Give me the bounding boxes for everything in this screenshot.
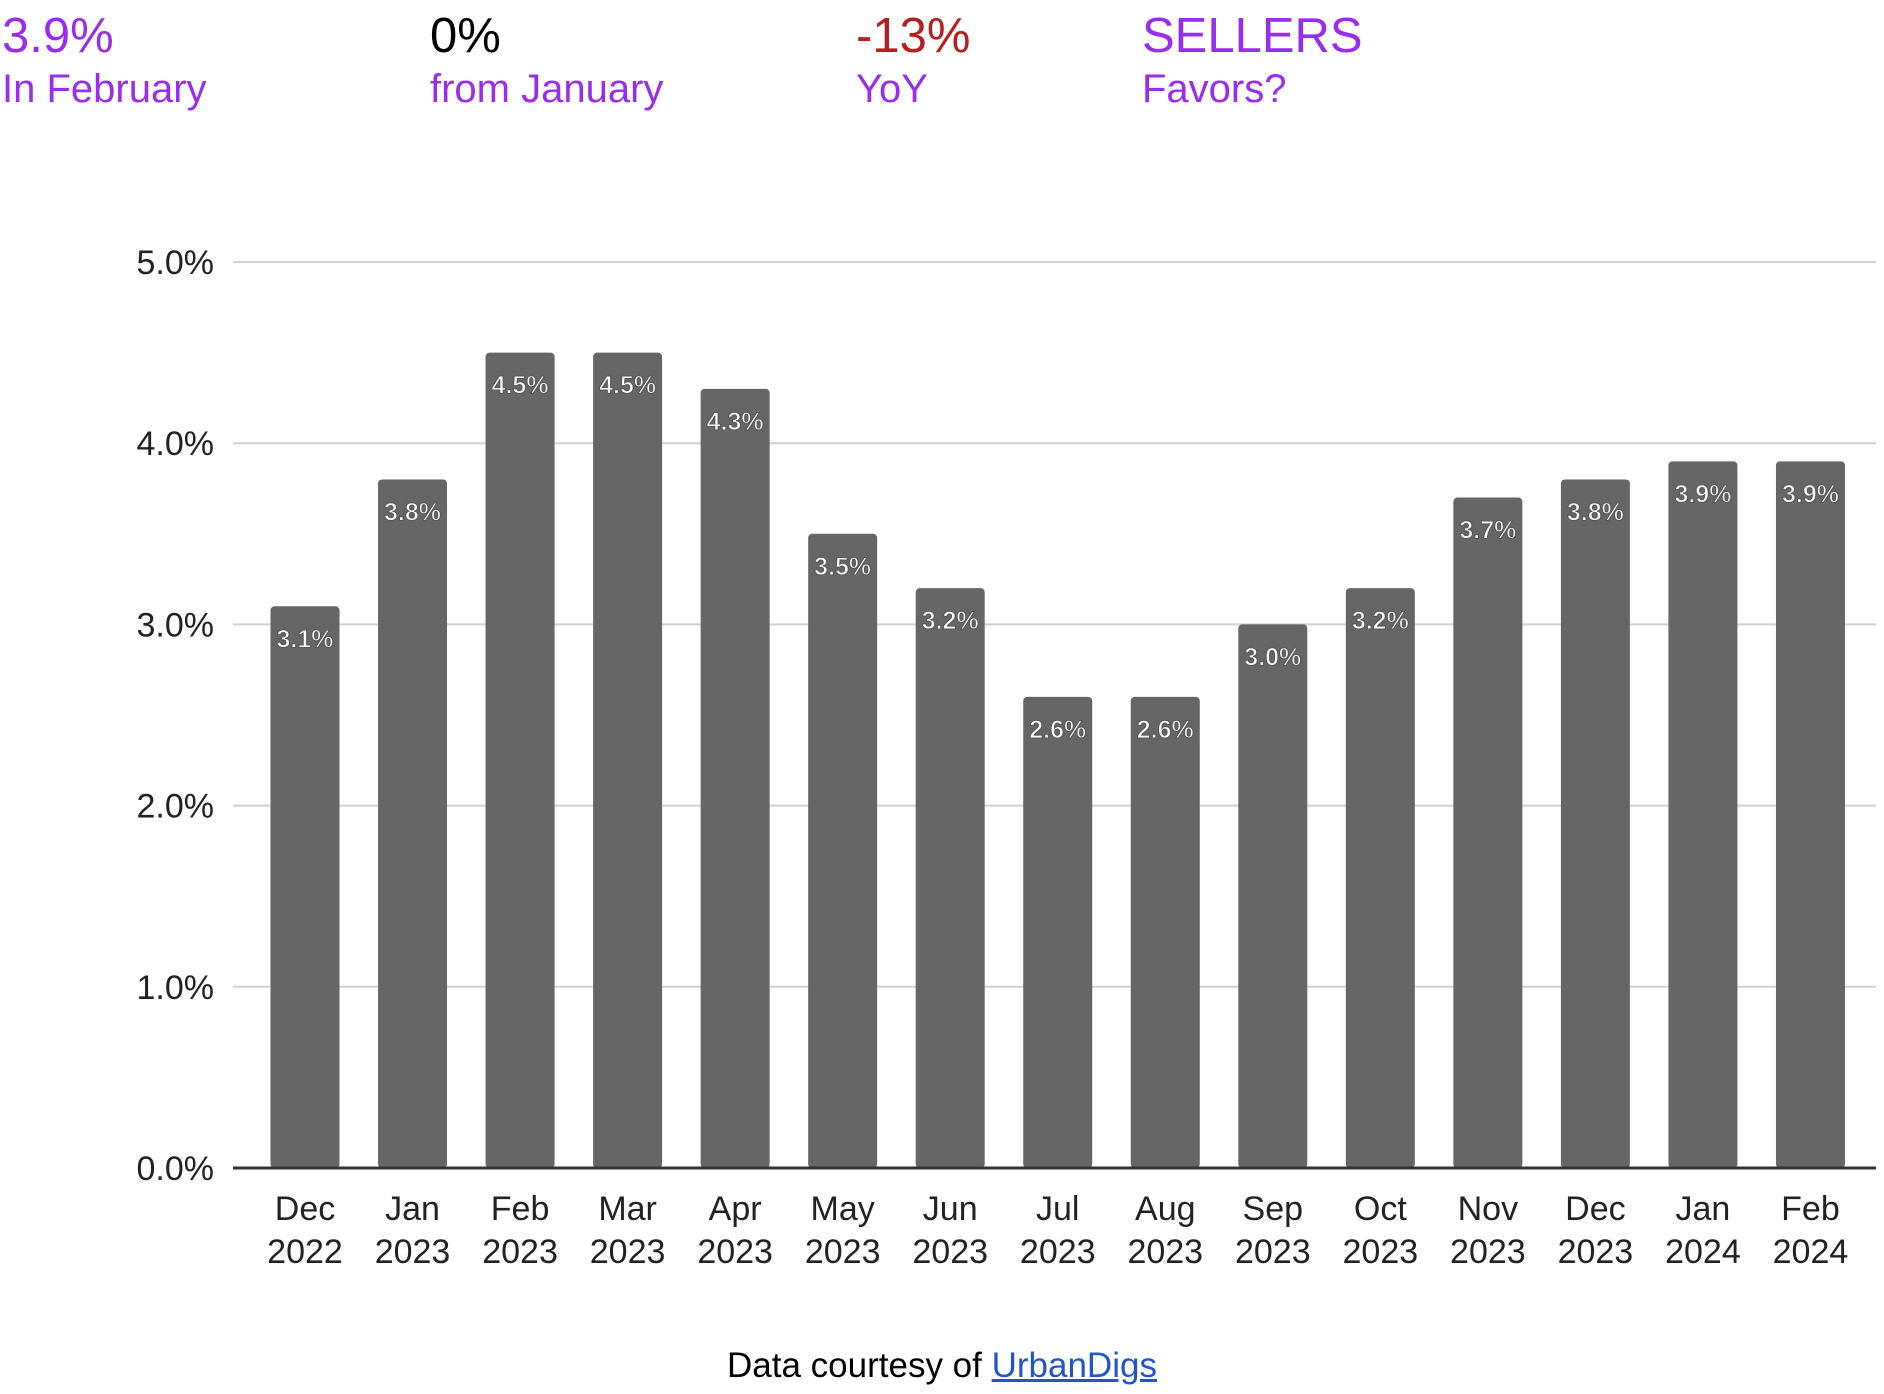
x-tick-month: Apr <box>709 1190 762 1228</box>
bar <box>1668 461 1738 1168</box>
x-tick-month: Sep <box>1243 1190 1304 1228</box>
x-tick-month: Nov <box>1458 1190 1518 1228</box>
x-tick-year: 2023 <box>912 1233 988 1271</box>
stat-month-over-month: 0% from January <box>430 8 663 114</box>
y-tick-label: 1.0% <box>137 969 215 1007</box>
data-label: 3.0% <box>1244 643 1301 671</box>
stat-monthly-value: 3.9% In February <box>2 8 207 114</box>
x-tick-month: Feb <box>1781 1190 1840 1228</box>
data-label: 2.6% <box>1029 716 1086 744</box>
y-tick-label: 3.0% <box>137 606 215 644</box>
x-tick-year: 2023 <box>1235 1233 1311 1271</box>
x-tick-month: Jan <box>1676 1190 1731 1228</box>
bar <box>593 352 663 1169</box>
stat-year-over-year: -13% YoY <box>856 8 970 114</box>
data-label: 3.9% <box>1782 480 1839 508</box>
x-tick-year: 2023 <box>590 1233 666 1271</box>
y-tick-label: 4.0% <box>137 425 215 463</box>
x-tick-month: Jul <box>1036 1190 1079 1228</box>
bar <box>1345 588 1415 1168</box>
stat-label: Favors? <box>1142 67 1287 111</box>
data-label: 3.8% <box>384 498 441 526</box>
x-tick-year: 2023 <box>1558 1233 1634 1271</box>
x-tick-year: 2024 <box>1773 1233 1849 1271</box>
x-tick-month: Jun <box>923 1190 978 1228</box>
urbandigs-link[interactable]: UrbanDigs <box>991 1346 1157 1385</box>
y-axis-ticks: 0.0% 1.0% 2.0% 3.0% 4.0% 5.0% <box>137 244 215 1188</box>
footer-credit: Data courtesy of UrbanDigs <box>0 1346 1884 1386</box>
bar <box>1560 479 1630 1168</box>
stat-value: 0% <box>430 9 501 63</box>
bar <box>1238 624 1308 1168</box>
x-tick-year: 2023 <box>482 1233 558 1271</box>
x-tick-month: Jan <box>385 1190 440 1228</box>
stat-value: -13% <box>856 9 971 63</box>
x-tick-year: 2023 <box>1020 1233 1096 1271</box>
y-tick-label: 0.0% <box>137 1150 215 1188</box>
x-tick-month: Mar <box>598 1190 657 1228</box>
data-label: 3.7% <box>1459 517 1516 545</box>
bar <box>485 352 555 1169</box>
data-label: 4.5% <box>599 372 656 400</box>
x-tick-year: 2022 <box>267 1233 343 1271</box>
x-tick-month: Oct <box>1354 1190 1407 1228</box>
footer-text: Data courtesy of <box>727 1346 992 1385</box>
data-label: 3.2% <box>1352 607 1409 635</box>
data-label: 4.3% <box>707 408 764 436</box>
data-label: 3.9% <box>1674 480 1731 508</box>
data-label: 3.5% <box>814 553 871 581</box>
data-label: 3.1% <box>277 625 334 653</box>
data-label: 3.8% <box>1567 498 1624 526</box>
x-tick-year: 2023 <box>697 1233 773 1271</box>
x-tick-month: Feb <box>491 1190 550 1228</box>
stat-label: In February <box>2 67 207 111</box>
stat-label: YoY <box>856 67 928 111</box>
bar <box>700 388 770 1169</box>
x-tick-month: Dec <box>1565 1190 1625 1228</box>
stat-label: from January <box>430 67 664 111</box>
stat-value: 3.9% <box>2 9 114 63</box>
bar <box>1775 461 1845 1168</box>
bars <box>270 352 1845 1169</box>
x-tick-year: 2023 <box>1450 1233 1526 1271</box>
x-tick-year: 2024 <box>1665 1233 1741 1271</box>
data-label: 2.6% <box>1137 716 1194 744</box>
x-tick-year: 2023 <box>1127 1233 1203 1271</box>
x-tick-year: 2023 <box>805 1233 881 1271</box>
data-label: 4.5% <box>492 372 549 400</box>
x-axis-ticks: Dec 2022 Jan 2023 Feb 2023 Mar 2023 Apr 2023 May 20… <box>267 1190 1848 1271</box>
bar-chart: 0.0% 1.0% 2.0% 3.0% 4.0% 5.0% Dec 2022 Jan 2023 F… <box>137 244 1876 1271</box>
bar <box>270 606 340 1168</box>
stat-value: SELLERS <box>1142 9 1363 63</box>
x-tick-month: May <box>811 1190 875 1228</box>
bar <box>378 479 448 1168</box>
bar <box>1130 696 1200 1168</box>
x-tick-month: Dec <box>275 1190 335 1228</box>
x-tick-month: Aug <box>1135 1190 1196 1228</box>
bar <box>1023 696 1093 1168</box>
data-label: 3.2% <box>922 607 979 635</box>
data-labels: 3.1% 3.8% 4.5% 4.5% 4.3% 3.5% 3.2% 2.6% 2.6% 3.0%… <box>276 371 1839 744</box>
bar <box>808 533 878 1168</box>
x-tick-year: 2023 <box>1343 1233 1419 1271</box>
bar <box>1453 497 1523 1168</box>
y-tick-label: 2.0% <box>137 788 215 826</box>
y-tick-label: 5.0% <box>137 244 215 282</box>
x-tick-year: 2023 <box>375 1233 451 1271</box>
stat-market-favor: SELLERS Favors? <box>1142 8 1363 114</box>
bar <box>915 588 985 1168</box>
